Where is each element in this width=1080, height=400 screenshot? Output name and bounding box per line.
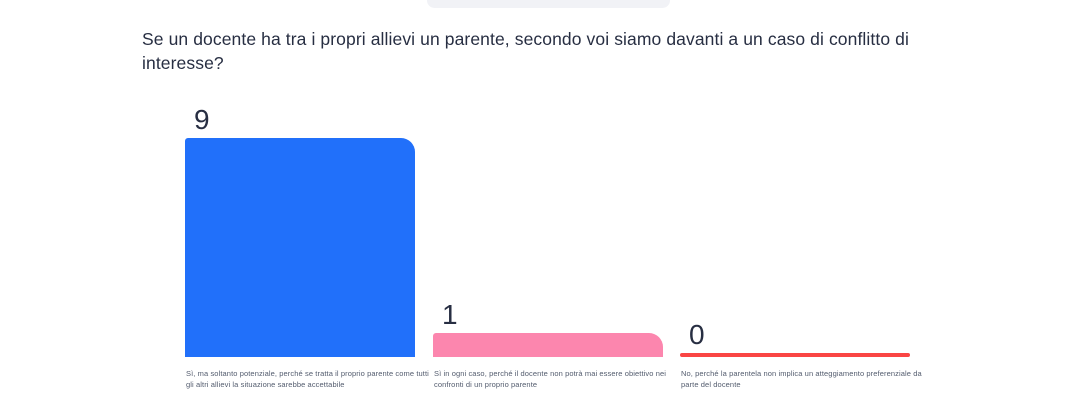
bar-category-label: No, perché la parentela non implica un a… <box>681 369 922 389</box>
top-pill-decoration <box>427 0 670 8</box>
bar <box>680 353 910 357</box>
bar-column-1: 9 Sì, ma soltanto potenziale, perché se … <box>185 0 429 400</box>
bar-value-label: 1 <box>442 299 458 330</box>
bar-category-label: Sì in ogni caso, perché il docente non p… <box>434 369 667 389</box>
bar-column-3: 0 No, perché la parentela non implica un… <box>680 0 922 400</box>
bar-column-2: 1 Sì in ogni caso, perché il docente non… <box>433 0 666 400</box>
bar <box>433 333 663 357</box>
bar-value-label: 0 <box>689 319 705 350</box>
bar <box>185 138 415 357</box>
question-title: Se un docente ha tra i propri allievi un… <box>142 29 909 73</box>
bar-value-label: 9 <box>194 104 210 135</box>
bar-category-label: Sì, ma soltanto potenziale, perché se tr… <box>186 369 429 389</box>
